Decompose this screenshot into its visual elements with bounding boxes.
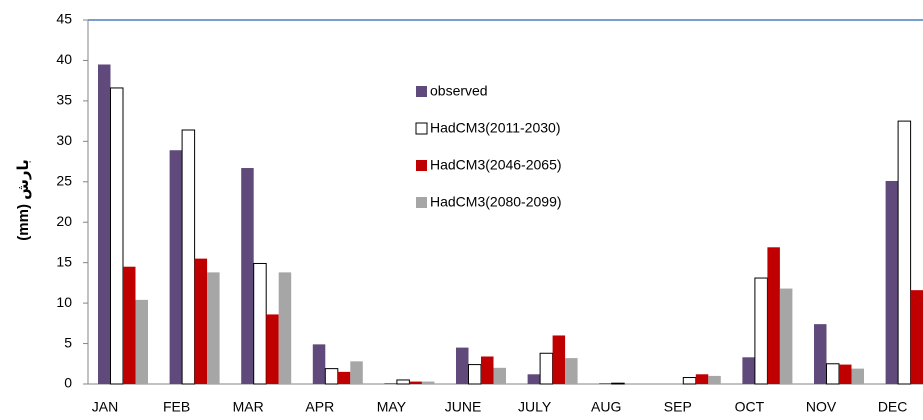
- x-tick-label: AUG: [591, 399, 621, 415]
- bar: [611, 382, 625, 385]
- bar: [312, 344, 326, 384]
- y-tick-label: 10: [56, 294, 72, 310]
- legend-label: HadCM3(2011-2030): [430, 120, 560, 136]
- x-tick-label: JULY: [518, 399, 552, 415]
- bar: [767, 247, 780, 384]
- legend-label: HadCM3(2080-2099): [430, 194, 562, 210]
- x-tick-label: NOV: [806, 399, 837, 415]
- bar: [493, 367, 506, 384]
- bar: [266, 314, 279, 384]
- x-tick-label: APR: [305, 399, 334, 415]
- legend-label: observed: [430, 83, 488, 99]
- x-tick-label: MAY: [377, 399, 407, 415]
- bar: [695, 374, 709, 384]
- bar: [337, 371, 351, 384]
- bar: [98, 64, 111, 384]
- y-tick-label: 45: [56, 11, 72, 27]
- legend-swatch: [415, 122, 428, 135]
- bar: [194, 258, 208, 384]
- bar: [481, 356, 494, 384]
- y-tick-label: 35: [56, 92, 72, 108]
- bar: [123, 266, 136, 384]
- bar: [682, 377, 697, 385]
- x-tick-label: MAR: [233, 399, 264, 415]
- y-axis-label: بارش (mm): [15, 159, 32, 240]
- legend-swatch: [416, 86, 427, 97]
- x-tick-label: SEP: [664, 399, 692, 415]
- bar: [539, 352, 554, 385]
- y-tick-label: 20: [56, 213, 72, 229]
- x-tick-label: JUNE: [445, 399, 482, 415]
- bar: [885, 180, 899, 384]
- y-tick-label: 40: [56, 51, 72, 67]
- bar: [708, 375, 721, 384]
- bar: [110, 87, 124, 385]
- bar: [350, 361, 363, 384]
- bar: [599, 383, 612, 384]
- bar: [278, 272, 292, 384]
- x-tick-label: FEB: [163, 399, 190, 415]
- bar: [754, 277, 768, 385]
- bar: [169, 150, 183, 384]
- bar: [181, 129, 196, 385]
- y-tick-label: 15: [56, 253, 72, 269]
- x-tick-label: DEC: [878, 399, 908, 415]
- bar: [839, 364, 852, 384]
- bar: [456, 347, 469, 384]
- bar: [253, 262, 267, 385]
- bar: [779, 288, 793, 384]
- y-tick-label: 25: [56, 172, 72, 188]
- legend-swatch: [416, 197, 427, 208]
- y-tick-label: 30: [56, 132, 72, 148]
- x-tick-label: OCT: [735, 399, 765, 415]
- bar: [207, 272, 220, 384]
- legend-label: HadCM3(2046-2065): [430, 157, 562, 173]
- bar: [135, 299, 148, 384]
- y-tick-label: 0: [64, 375, 72, 391]
- bar: [851, 368, 864, 384]
- y-tick-label: 5: [64, 334, 72, 350]
- bar: [814, 324, 827, 384]
- bar: [468, 364, 482, 385]
- bar: [897, 120, 912, 385]
- bar: [552, 335, 566, 384]
- x-tick-label: JAN: [92, 399, 118, 415]
- bar: [527, 374, 541, 384]
- bar: [241, 168, 254, 384]
- bar: [910, 290, 923, 384]
- bar: [826, 363, 840, 385]
- legend-swatch: [416, 160, 427, 171]
- bar: [384, 383, 397, 384]
- bar: [565, 358, 578, 384]
- bar: [324, 368, 339, 385]
- bar: [409, 381, 422, 384]
- bar: [421, 381, 435, 384]
- bar: [396, 379, 410, 385]
- bar: [742, 357, 755, 384]
